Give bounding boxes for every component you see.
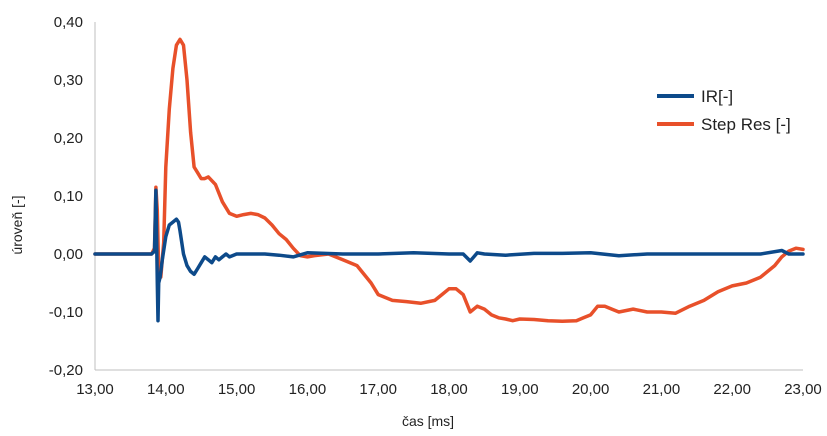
series-line-step-res bbox=[93, 37, 805, 324]
x-tick-label: 13,00 bbox=[76, 381, 114, 398]
y-tick-label: 0,30 bbox=[54, 72, 83, 89]
x-tick-label: 21,00 bbox=[643, 381, 681, 398]
y-tick-label: 0,10 bbox=[54, 188, 83, 205]
y-tick-label: -0,20 bbox=[49, 362, 83, 379]
x-tick-label: 17,00 bbox=[359, 381, 397, 398]
x-tick-label: 19,00 bbox=[501, 381, 539, 398]
y-tick-label: 0,20 bbox=[54, 130, 83, 147]
x-tick-label: 23,00 bbox=[784, 381, 822, 398]
x-tick-labels: 13,00 14,00 15,00 16,00 17,00 18,00 19,00 20,00… bbox=[76, 381, 822, 398]
x-tick-label: 18,00 bbox=[430, 381, 468, 398]
legend: IR[-] Step Res [-] bbox=[657, 87, 791, 134]
series-lines bbox=[93, 37, 805, 324]
legend-label-step-res: Step Res [-] bbox=[701, 115, 791, 134]
x-tick-label: 20,00 bbox=[572, 381, 610, 398]
y-tick-labels: 0,40 0,30 0,20 0,10 0,00 -0,10 -0,20 bbox=[49, 14, 83, 379]
y-axis-title: úroveň [-] bbox=[9, 195, 25, 254]
x-axis-title: čas [ms] bbox=[402, 413, 454, 429]
series-line-ir bbox=[93, 188, 805, 323]
x-tick-label: 16,00 bbox=[289, 381, 327, 398]
y-tick-label: 0,00 bbox=[54, 246, 83, 263]
x-tick-label: 15,00 bbox=[218, 381, 256, 398]
x-tick-label: 14,00 bbox=[147, 381, 185, 398]
x-tick-label: 22,00 bbox=[713, 381, 751, 398]
axes bbox=[94, 22, 803, 371]
legend-label-ir: IR[-] bbox=[701, 87, 733, 106]
y-tick-label: 0,40 bbox=[54, 14, 83, 31]
y-tick-label: -0,10 bbox=[49, 304, 83, 321]
